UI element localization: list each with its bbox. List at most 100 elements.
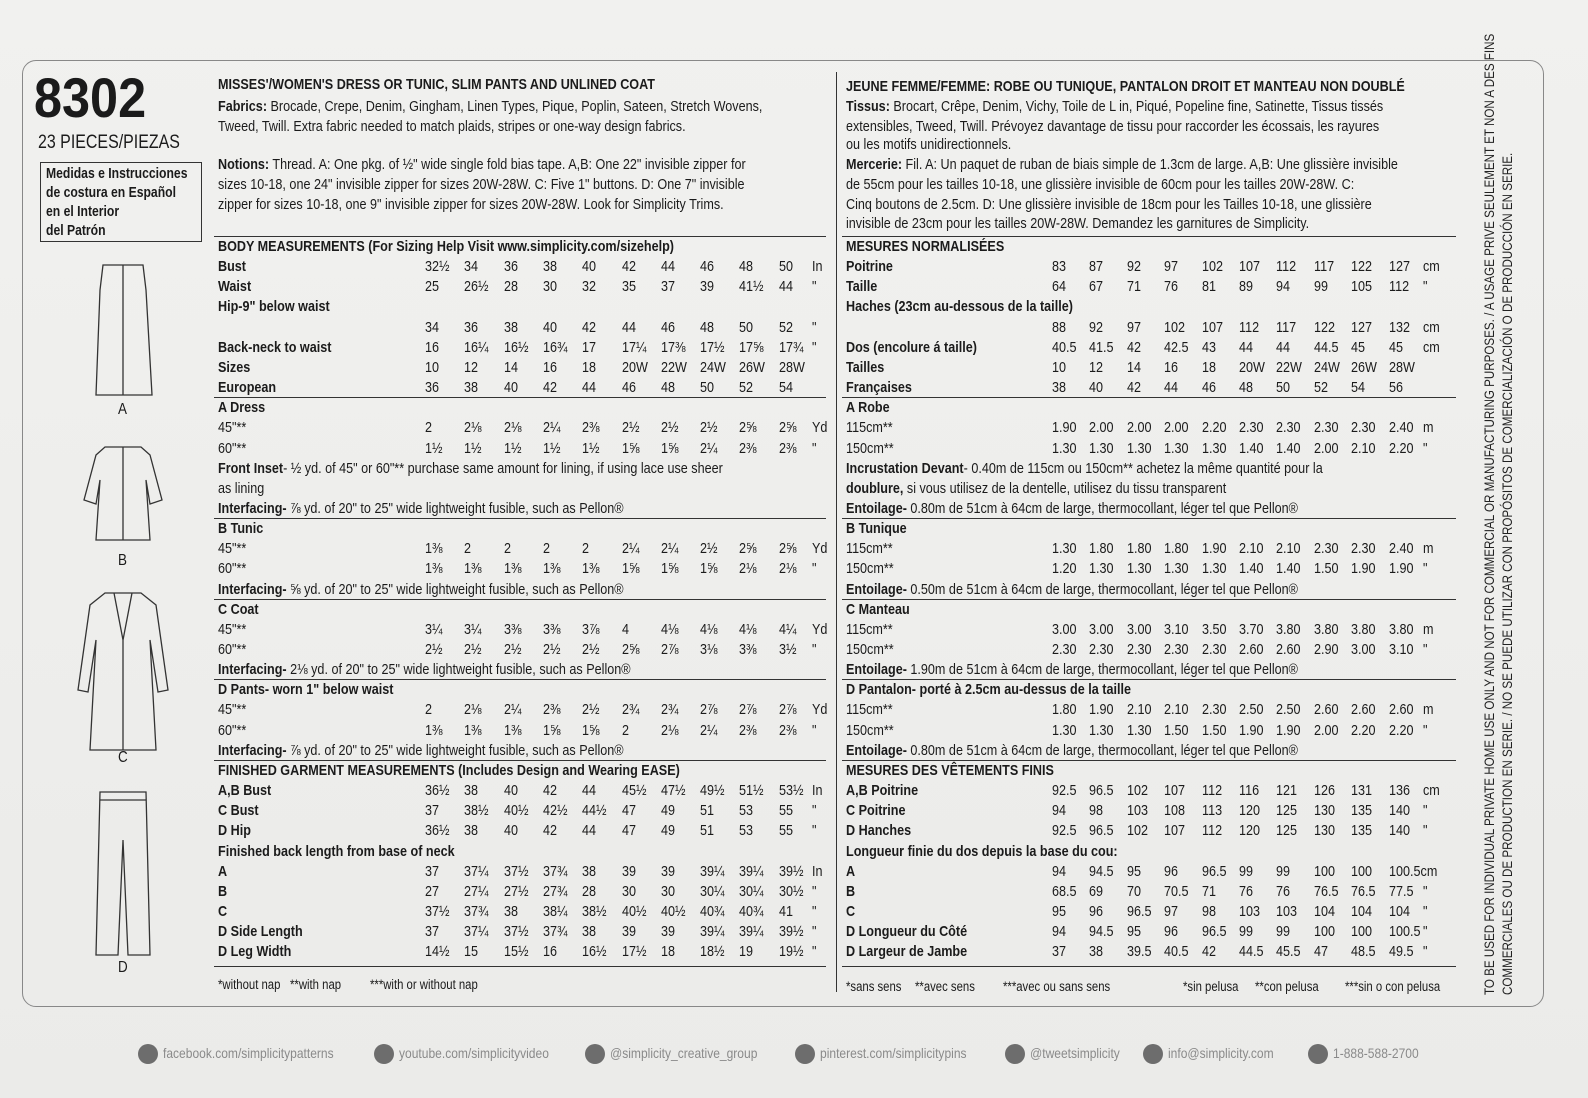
notions-line-text: Fil. A: Un paquet de ruban de biais simp… — [902, 156, 1398, 173]
cell-value: 100.5cm — [1388, 862, 1437, 880]
sketch-dress — [95, 264, 153, 396]
cell-value: 40.5 — [1052, 338, 1077, 356]
cell-value: 120 — [1239, 802, 1261, 820]
unit: " — [1423, 923, 1428, 941]
cell-value: 46 — [621, 379, 636, 397]
unit: " — [1423, 641, 1428, 658]
fabrics-line-text: Brocart, Crêpe, Denim, Vichy, Toile de L… — [889, 98, 1384, 115]
cell-value: 36 — [503, 258, 518, 276]
unit: " — [1423, 943, 1428, 961]
unit: " — [812, 721, 817, 739]
cell-value: 39¼ — [739, 862, 764, 880]
cell-value: 2.00 — [1164, 419, 1189, 437]
cell-value: 2.30 — [1313, 540, 1339, 558]
cell-value: 99 — [1239, 923, 1254, 941]
cell-value: 19 — [739, 943, 754, 961]
cell-value: 39 — [621, 862, 636, 880]
notions-line: sizes 10-18, one 24" invisible zipper fo… — [218, 176, 745, 194]
cell-value: 16 — [1164, 358, 1179, 376]
cell-value: 1½ — [464, 439, 482, 457]
cell-value: 96 — [1164, 862, 1179, 880]
cell-value: 55 — [778, 822, 793, 840]
cell-value: 2.30 — [1052, 641, 1077, 658]
cell-value: 1.80 — [1164, 540, 1189, 558]
cell-value: 104 — [1351, 902, 1373, 920]
cell-value: 32 — [582, 278, 597, 296]
cell-value: 14 — [503, 358, 518, 376]
cell-value: 107 — [1164, 782, 1186, 800]
cell-value: 1⅝ — [621, 439, 640, 457]
cell-value: 32½ — [425, 258, 450, 276]
rule — [842, 759, 1456, 761]
cell-value: 2.10 — [1276, 540, 1301, 558]
fabrics-line-text: Tweed, Twill. Extra fabric needed to mat… — [218, 118, 686, 135]
sketch-pants — [95, 791, 151, 956]
cell-value: 3⅛ — [700, 641, 718, 658]
cell-value: 17¼ — [621, 338, 647, 356]
cell-value: 136 — [1388, 782, 1410, 800]
cell-value: 2⅛ — [660, 721, 679, 739]
cell-value: 99 — [1276, 923, 1291, 941]
cell-value: 2.60 — [1239, 641, 1264, 658]
cell-value: 2⅜ — [739, 721, 757, 739]
sketch-tunic — [83, 446, 163, 541]
cell-value: 2.00 — [1089, 419, 1114, 437]
cell-value: 4⅛ — [700, 620, 718, 638]
unit: Yd — [812, 419, 828, 437]
cell-value: 131 — [1351, 782, 1373, 800]
cell-value: 53 — [739, 802, 754, 820]
cell-value: 27¼ — [464, 882, 489, 900]
cell-value: 40 — [1089, 379, 1104, 397]
rule — [842, 236, 1456, 237]
footnote: ***sin o con pelusa — [1345, 979, 1441, 994]
spanish-note: del Patrón — [46, 223, 106, 239]
cell-value: 2.10 — [1351, 439, 1376, 457]
cell-value: 1⅜ — [503, 721, 522, 739]
cell-value: 50 — [739, 318, 754, 336]
cell-value: 132 — [1388, 318, 1410, 336]
cell-value: 76.5 — [1351, 882, 1376, 900]
sketch-coat — [77, 592, 169, 751]
row-label: 150cm** — [846, 560, 894, 578]
cell-value: 3¼ — [425, 620, 443, 638]
cell-value: 16 — [425, 338, 440, 356]
cell-value: 15 — [464, 943, 479, 961]
section-heading: D Pants- worn 1" below waist — [218, 681, 394, 699]
cell-value: 100 — [1351, 862, 1373, 880]
cell-value: 41.5 — [1089, 338, 1114, 356]
footnote: *sin pelusa — [1183, 979, 1239, 994]
fabrics-line-lead: Tissus: — [846, 98, 890, 115]
cell-value: 2½ — [660, 419, 679, 437]
cell-value: 2.10 — [1126, 701, 1152, 719]
cell-value: 2 — [425, 701, 433, 719]
cell-value: 34 — [425, 318, 440, 336]
cell-value: 36 — [425, 379, 440, 397]
row-label: D Largeur de Jambe — [846, 943, 968, 961]
cell-value: 44 — [582, 379, 597, 397]
cell-value: 96 — [1164, 923, 1179, 941]
cell-value: 28W — [778, 358, 805, 376]
cell-value: 100 — [1313, 923, 1335, 941]
fabrics-line-text: extensibles, Tweed, Twill. Prévoyez dava… — [846, 118, 1380, 135]
notions-line-text: invisible de 23cm pour les tailles 20W-2… — [846, 215, 1310, 232]
note-line: Interfacing- ⅝ yd. of 20" to 25" wide li… — [218, 581, 624, 599]
row-label: C Poitrine — [846, 802, 906, 820]
unit: Yd — [812, 620, 828, 638]
cell-value: 51½ — [739, 782, 764, 800]
cell-value: 1⅜ — [503, 560, 522, 578]
cell-value: 71 — [1201, 882, 1216, 900]
cell-value: 17 — [582, 338, 597, 356]
row-label: D Hanches — [846, 822, 912, 840]
social-icon — [138, 1044, 158, 1064]
cell-value: 16 — [542, 358, 557, 376]
footer-link: facebook.com/simplicitypatterns — [163, 1045, 334, 1061]
note-line: Incrustation Devant- 0.40m de 115cm ou 1… — [846, 460, 1323, 478]
social-icon — [1143, 1044, 1163, 1064]
cell-value: 16½ — [582, 943, 607, 961]
section-heading: A Robe — [846, 399, 890, 417]
cell-value: 103 — [1126, 802, 1148, 820]
section-heading: C Manteau — [846, 600, 910, 618]
cell-value: 2.30 — [1201, 641, 1227, 658]
note-line-lead: Interfacing- — [218, 499, 287, 517]
cell-value: 2⅞ — [660, 641, 679, 658]
